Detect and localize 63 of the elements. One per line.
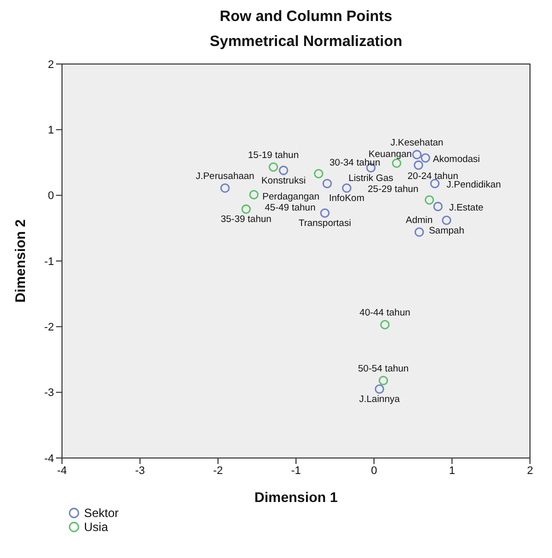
annotation: Konstruksi <box>261 175 306 186</box>
y-tick-label: -3 <box>44 387 54 400</box>
point <box>241 204 251 214</box>
annotation: Sampah <box>428 225 464 236</box>
x-tick-label: -2 <box>213 464 223 477</box>
annotation: Akomodasi <box>432 154 480 165</box>
annotation: 45-49 tahun <box>264 202 316 214</box>
point <box>420 153 430 163</box>
annotation: J.Lainnya <box>359 394 401 406</box>
point <box>414 227 424 237</box>
y-tick-label: 0 <box>48 190 54 202</box>
x-tick-label: -3 <box>135 464 145 477</box>
chart-subtitle: Symmetrical Normalization <box>208 33 404 50</box>
annotation: 20-24 tahun <box>408 171 458 182</box>
point <box>278 166 288 176</box>
annotation: Perdagangan <box>262 192 320 203</box>
point <box>314 168 324 178</box>
legend-label: Sektor <box>84 506 119 520</box>
point <box>414 160 424 170</box>
y-tick-label: 2 <box>48 58 54 71</box>
point <box>268 162 278 172</box>
point <box>220 183 230 193</box>
annotation: 15-19 tahun <box>248 150 299 162</box>
x-axis-title: Dimension 1 <box>254 489 338 505</box>
annotation: 30-34 tahun <box>330 158 380 169</box>
point <box>380 320 390 330</box>
point <box>424 195 434 205</box>
x-tick-label: -4 <box>57 464 67 477</box>
y-tick-label: -4 <box>44 452 54 465</box>
point <box>430 178 440 188</box>
point <box>249 190 259 200</box>
point <box>320 208 330 218</box>
annotation: J.Kesehatan <box>390 138 444 149</box>
legend-label: Usia <box>84 520 108 534</box>
point <box>442 216 452 225</box>
chart-title: Row and Column Points <box>218 8 394 25</box>
point <box>322 178 332 188</box>
annotation: J.Perusahaan <box>196 171 254 182</box>
annotation: 25-29 tahun <box>368 184 418 195</box>
point <box>342 183 352 193</box>
y-tick-label: -2 <box>44 322 54 334</box>
point <box>378 376 388 386</box>
annotation: Keuangan <box>368 149 412 160</box>
point <box>392 158 402 168</box>
point <box>412 150 422 160</box>
point <box>374 384 384 394</box>
annotation: Listrik Gas <box>348 172 394 184</box>
annotation: 35-39 tahun <box>220 214 272 226</box>
annotation: 50-54 tahun <box>358 364 409 375</box>
x-tick-label: 0 <box>370 464 378 477</box>
x-tick-label: 1 <box>448 464 456 477</box>
x-tick-label: 2 <box>526 464 534 477</box>
annotation: 40-44 tahun <box>360 308 410 319</box>
annotation: Admin <box>406 215 433 226</box>
annotation: Transportasi <box>298 218 352 230</box>
annotation: InfoKom <box>329 193 364 204</box>
y-axis-title: Dimension 2 <box>12 219 28 303</box>
x-tick-label: -1 <box>291 464 301 477</box>
annotation: J.Pendidikan <box>446 180 501 191</box>
y-tick-label: 1 <box>48 124 54 137</box>
y-tick-label: -1 <box>44 256 54 268</box>
point <box>433 202 443 212</box>
annotation: J.Estate <box>449 202 484 214</box>
